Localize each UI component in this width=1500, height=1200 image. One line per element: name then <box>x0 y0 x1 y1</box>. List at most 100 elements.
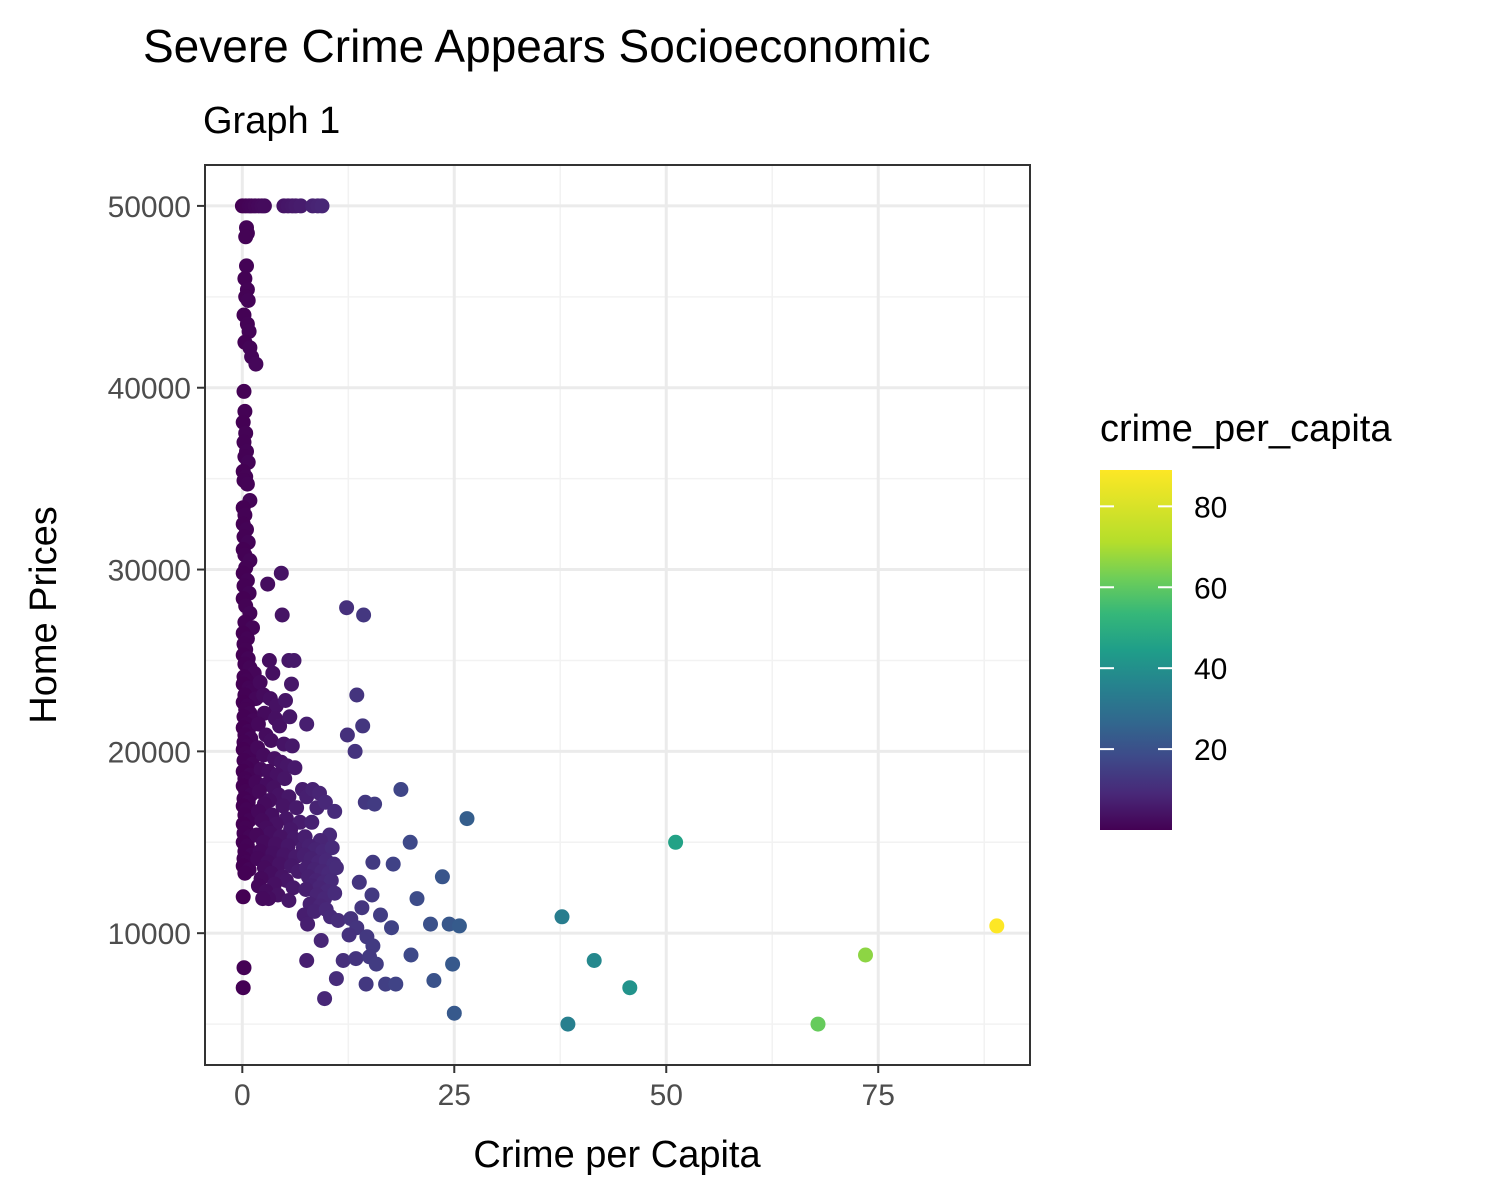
data-point <box>364 887 380 903</box>
data-point <box>265 665 281 681</box>
legend-title: crime_per_capita <box>1100 408 1392 450</box>
x-axis-title: Crime per Capita <box>473 1134 761 1176</box>
legend-ticks: 20 40 60 80 <box>1100 491 1227 767</box>
y-tick-label: 30000 <box>108 555 191 588</box>
data-point <box>560 1016 576 1032</box>
x-tick-label: 25 <box>438 1079 471 1112</box>
data-point <box>349 687 365 703</box>
data-point <box>281 893 297 908</box>
chart-title: Severe Crime Appears Socioeconomic <box>143 20 930 72</box>
data-point <box>459 811 475 827</box>
y-tick-label: 40000 <box>108 373 191 406</box>
y-axis: 10000 20000 30000 40000 50000 <box>108 191 205 951</box>
data-point <box>286 653 302 668</box>
data-point <box>403 947 419 963</box>
data-point <box>341 927 357 943</box>
data-point <box>240 293 256 308</box>
data-point <box>622 980 638 996</box>
y-tick-label: 20000 <box>108 736 191 769</box>
data-point <box>263 733 279 748</box>
data-points <box>234 198 1005 1032</box>
legend-tick-label: 60 <box>1194 572 1227 605</box>
data-point <box>284 738 300 754</box>
data-point <box>282 709 298 725</box>
data-point <box>586 953 602 968</box>
color-legend: crime_per_capita 20 40 60 80 <box>1100 408 1392 830</box>
data-point <box>328 860 344 876</box>
data-point <box>285 880 301 896</box>
data-point <box>409 891 425 907</box>
data-point <box>273 565 289 581</box>
data-point <box>446 1005 462 1021</box>
data-point <box>256 198 272 214</box>
data-point <box>451 918 467 934</box>
data-point <box>402 834 418 850</box>
data-point <box>317 991 333 1007</box>
data-point <box>351 874 367 890</box>
data-point <box>304 814 320 830</box>
data-point <box>299 716 315 732</box>
data-point <box>251 783 267 799</box>
data-point <box>299 953 315 968</box>
data-point <box>989 918 1005 934</box>
data-point <box>347 743 363 759</box>
data-point <box>236 960 252 976</box>
data-point <box>317 794 333 810</box>
data-point <box>368 956 384 972</box>
data-point <box>275 798 291 814</box>
data-point <box>358 976 374 992</box>
data-point <box>235 889 251 905</box>
data-point <box>284 676 299 692</box>
data-point <box>287 760 303 776</box>
legend-tick-label: 40 <box>1194 653 1227 686</box>
data-point <box>239 476 255 492</box>
data-point <box>252 674 268 690</box>
data-point <box>314 198 330 214</box>
legend-tick-label: 80 <box>1194 491 1227 524</box>
data-point <box>384 920 399 936</box>
data-point <box>327 803 343 819</box>
colorbar <box>1100 470 1172 830</box>
data-point <box>238 229 254 245</box>
y-axis-title: Home Prices <box>23 506 65 724</box>
x-tick-label: 50 <box>650 1079 683 1112</box>
grid-lines <box>205 165 1030 1065</box>
data-point <box>260 576 276 592</box>
data-point <box>355 718 371 734</box>
data-point <box>278 693 293 708</box>
data-point <box>668 834 684 850</box>
plot-background <box>205 165 1030 1065</box>
data-point <box>445 956 461 972</box>
data-point <box>354 900 370 916</box>
data-point <box>250 716 266 732</box>
data-point <box>248 356 264 372</box>
data-point <box>339 600 355 616</box>
chart-subtitle: Graph 1 <box>203 100 340 142</box>
data-point <box>373 907 388 923</box>
data-point <box>339 727 355 743</box>
data-point <box>239 258 254 274</box>
data-point <box>388 976 404 992</box>
plot-border <box>204 164 1031 1066</box>
data-point <box>261 653 277 668</box>
data-point <box>554 909 570 925</box>
data-point <box>272 718 288 734</box>
data-point <box>330 913 346 928</box>
data-point <box>434 869 450 885</box>
data-point <box>236 383 252 399</box>
data-point <box>306 903 322 919</box>
data-point <box>289 800 305 816</box>
x-axis: 0 25 50 75 <box>234 1065 895 1112</box>
data-point <box>327 885 343 901</box>
data-point <box>300 916 316 932</box>
y-tick-label: 10000 <box>108 918 191 951</box>
plot-panel <box>204 164 1031 1066</box>
data-point <box>365 854 381 870</box>
data-point <box>810 1016 826 1032</box>
data-point <box>385 856 401 872</box>
data-point <box>274 607 290 623</box>
data-point <box>235 980 251 996</box>
legend-tick-label: 20 <box>1194 734 1227 767</box>
data-point <box>393 782 409 797</box>
